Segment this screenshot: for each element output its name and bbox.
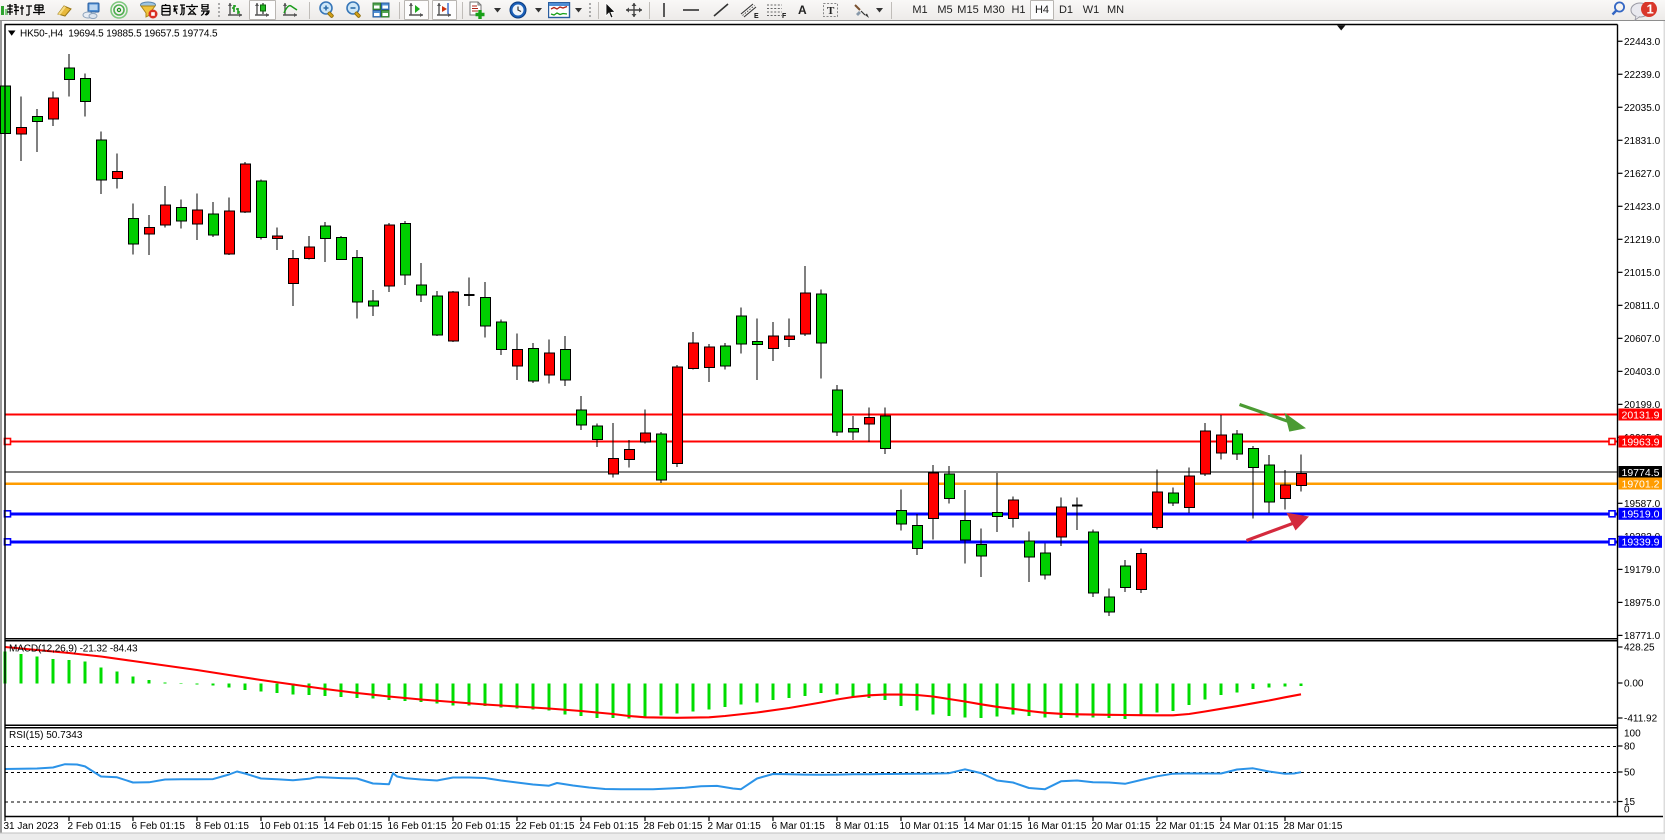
svg-text:2 Feb 01:15: 2 Feb 01:15	[68, 821, 122, 832]
svg-text:21627.0: 21627.0	[1624, 169, 1661, 180]
svg-text:100: 100	[1624, 729, 1641, 740]
svg-text:428.25: 428.25	[1624, 643, 1655, 654]
svg-text:14 Feb 01:15: 14 Feb 01:15	[324, 821, 383, 832]
svg-text:10 Mar 01:15: 10 Mar 01:15	[900, 821, 959, 832]
svg-text:20199.0: 20199.0	[1624, 400, 1661, 411]
svg-text:22443.0: 22443.0	[1624, 37, 1661, 48]
svg-text:22035.0: 22035.0	[1624, 103, 1661, 114]
svg-text:8 Feb 01:15: 8 Feb 01:15	[196, 821, 250, 832]
svg-text:E: E	[754, 13, 759, 19]
svg-text:15: 15	[1624, 797, 1636, 808]
svg-text:16 Mar 01:15: 16 Mar 01:15	[1028, 821, 1087, 832]
svg-text:21423.0: 21423.0	[1624, 202, 1661, 213]
svg-text:21015.0: 21015.0	[1624, 268, 1661, 279]
svg-text:0: 0	[1624, 805, 1630, 816]
svg-text:MACD(12,26,9) -21.32 -84.43: MACD(12,26,9) -21.32 -84.43	[9, 644, 138, 655]
svg-text:28 Mar 01:15: 28 Mar 01:15	[1284, 821, 1343, 832]
svg-text:T: T	[827, 5, 835, 17]
svg-text:18975.0: 18975.0	[1624, 598, 1661, 609]
svg-text:20607.0: 20607.0	[1624, 334, 1661, 345]
svg-text:HK50-,H4 19694.5 19885.5 1965: HK50-,H4 19694.5 19885.5 19657.5 19774.5	[20, 28, 218, 39]
svg-text:24 Feb 01:15: 24 Feb 01:15	[580, 821, 639, 832]
svg-text:22 Feb 01:15: 22 Feb 01:15	[516, 821, 575, 832]
svg-text:10 Feb 01:15: 10 Feb 01:15	[260, 821, 319, 832]
svg-text:19774.5: 19774.5	[1622, 467, 1660, 479]
svg-text:20403.0: 20403.0	[1624, 367, 1661, 378]
svg-text:18771.0: 18771.0	[1624, 631, 1661, 642]
svg-text:22 Mar 01:15: 22 Mar 01:15	[1156, 821, 1215, 832]
svg-text:20131.9: 20131.9	[1622, 409, 1660, 421]
svg-text:21831.0: 21831.0	[1624, 136, 1661, 147]
svg-text:6 Feb 01:15: 6 Feb 01:15	[132, 821, 186, 832]
svg-text:6 Mar 01:15: 6 Mar 01:15	[772, 821, 826, 832]
svg-text:80: 80	[1624, 742, 1636, 753]
svg-text:19179.0: 19179.0	[1624, 565, 1661, 576]
svg-text:21219.0: 21219.0	[1624, 235, 1661, 246]
svg-text:19701.2: 19701.2	[1622, 478, 1660, 490]
svg-text:2 Mar 01:15: 2 Mar 01:15	[708, 821, 762, 832]
svg-text:20 Mar 01:15: 20 Mar 01:15	[1092, 821, 1151, 832]
svg-text:8 Mar 01:15: 8 Mar 01:15	[836, 821, 890, 832]
svg-text:-411.92: -411.92	[1624, 714, 1658, 725]
svg-text:24 Mar 01:15: 24 Mar 01:15	[1220, 821, 1279, 832]
svg-text:RSI(15) 50.7343: RSI(15) 50.7343	[9, 730, 83, 741]
svg-text:1: 1	[1647, 2, 1654, 17]
svg-text:22239.0: 22239.0	[1624, 70, 1661, 81]
svg-text:31 Jan 2023: 31 Jan 2023	[4, 821, 59, 832]
svg-text:20811.0: 20811.0	[1624, 301, 1660, 312]
svg-text:14 Mar 01:15: 14 Mar 01:15	[964, 821, 1023, 832]
svg-text:19587.0: 19587.0	[1624, 499, 1661, 510]
svg-text:19339.9: 19339.9	[1622, 537, 1660, 549]
svg-text:20 Feb 01:15: 20 Feb 01:15	[452, 821, 511, 832]
svg-text:19519.0: 19519.0	[1622, 509, 1660, 521]
svg-text:16 Feb 01:15: 16 Feb 01:15	[388, 821, 447, 832]
svg-text:50: 50	[1624, 768, 1636, 779]
svg-text:F: F	[782, 13, 787, 19]
svg-text:19963.9: 19963.9	[1622, 436, 1660, 448]
svg-text:28 Feb 01:15: 28 Feb 01:15	[644, 821, 703, 832]
svg-text:0.00: 0.00	[1624, 679, 1644, 690]
